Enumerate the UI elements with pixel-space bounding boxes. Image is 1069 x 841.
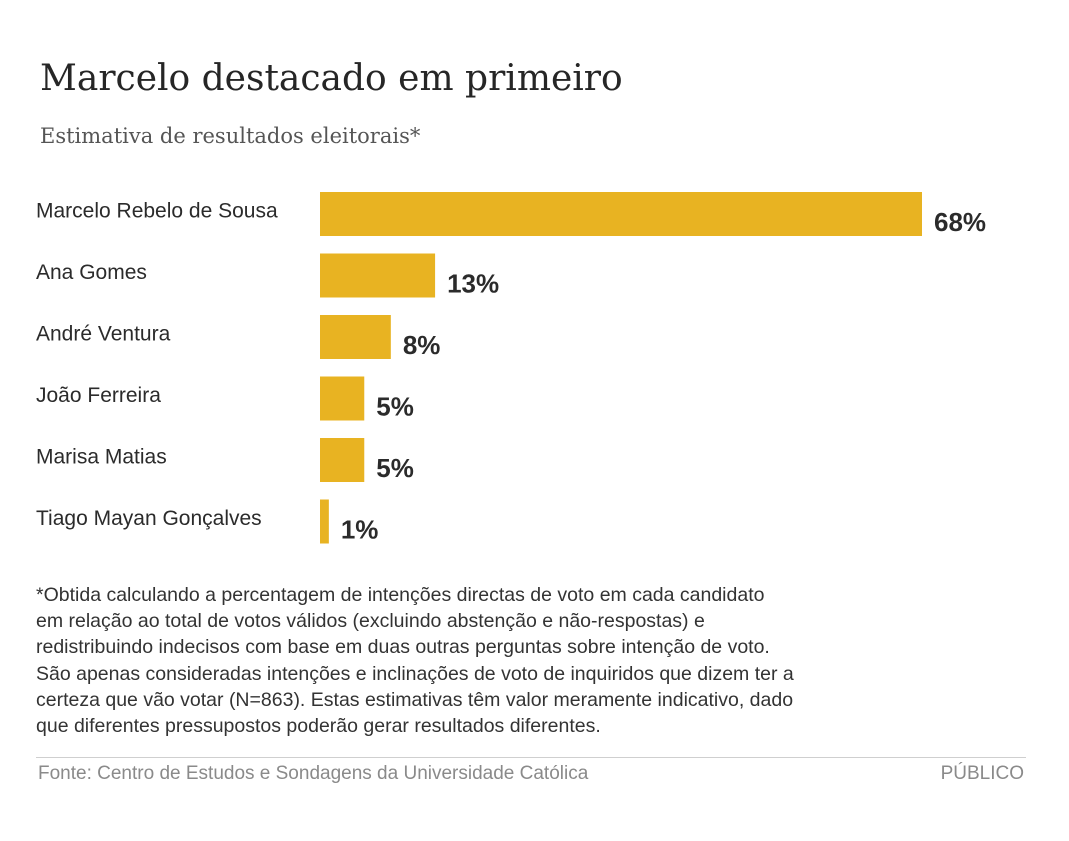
category-label: Marisa Matias <box>36 446 167 469</box>
footer-divider <box>36 757 1026 758</box>
bar-row-joao-ferreira: João Ferreira 5% <box>36 376 414 421</box>
bar-row-marcelo-rebelo-de-sousa: Marcelo Rebelo de Sousa 68% <box>36 192 986 237</box>
chart-subtitle: Estimativa de resultados eleitorais* <box>40 124 421 148</box>
category-label: Marcelo Rebelo de Sousa <box>36 200 278 223</box>
bar-row-ana-gomes: Ana Gomes 13% <box>36 253 499 298</box>
category-label: Tiago Mayan Gonçalves <box>36 507 262 530</box>
category-label: André Ventura <box>36 323 171 346</box>
value-label: 1% <box>341 514 379 544</box>
bar-row-marisa-matias: Marisa Matias 5% <box>36 438 414 483</box>
bar <box>320 499 329 544</box>
value-label: 8% <box>403 330 441 360</box>
bar-chart: Marcelo Rebelo de Sousa 68%Ana Gomes 13%An… <box>36 192 986 544</box>
chart-title: Marcelo destacado em primeiro <box>40 58 623 99</box>
bar-row-andre-ventura: André Ventura 8% <box>36 315 440 360</box>
methodology-note: *Obtida calculando a percentagem de inte… <box>36 584 794 738</box>
source-credit: Fonte: Centro de Estudos e Sondagens da … <box>38 763 589 784</box>
bar <box>320 376 365 421</box>
bar <box>320 192 922 236</box>
category-label: João Ferreira <box>36 384 161 407</box>
bar <box>320 438 365 482</box>
value-label: 68% <box>934 207 986 237</box>
value-label: 5% <box>376 391 414 421</box>
bar-row-tiago-mayan-goncalves: Tiago Mayan Gonçalves 1% <box>36 499 379 544</box>
bar <box>320 253 436 298</box>
value-label: 5% <box>376 453 414 483</box>
value-label: 13% <box>447 268 499 298</box>
category-label: Ana Gomes <box>36 261 147 284</box>
bar <box>320 315 391 359</box>
publisher-brand: PÚBLICO <box>940 763 1024 784</box>
